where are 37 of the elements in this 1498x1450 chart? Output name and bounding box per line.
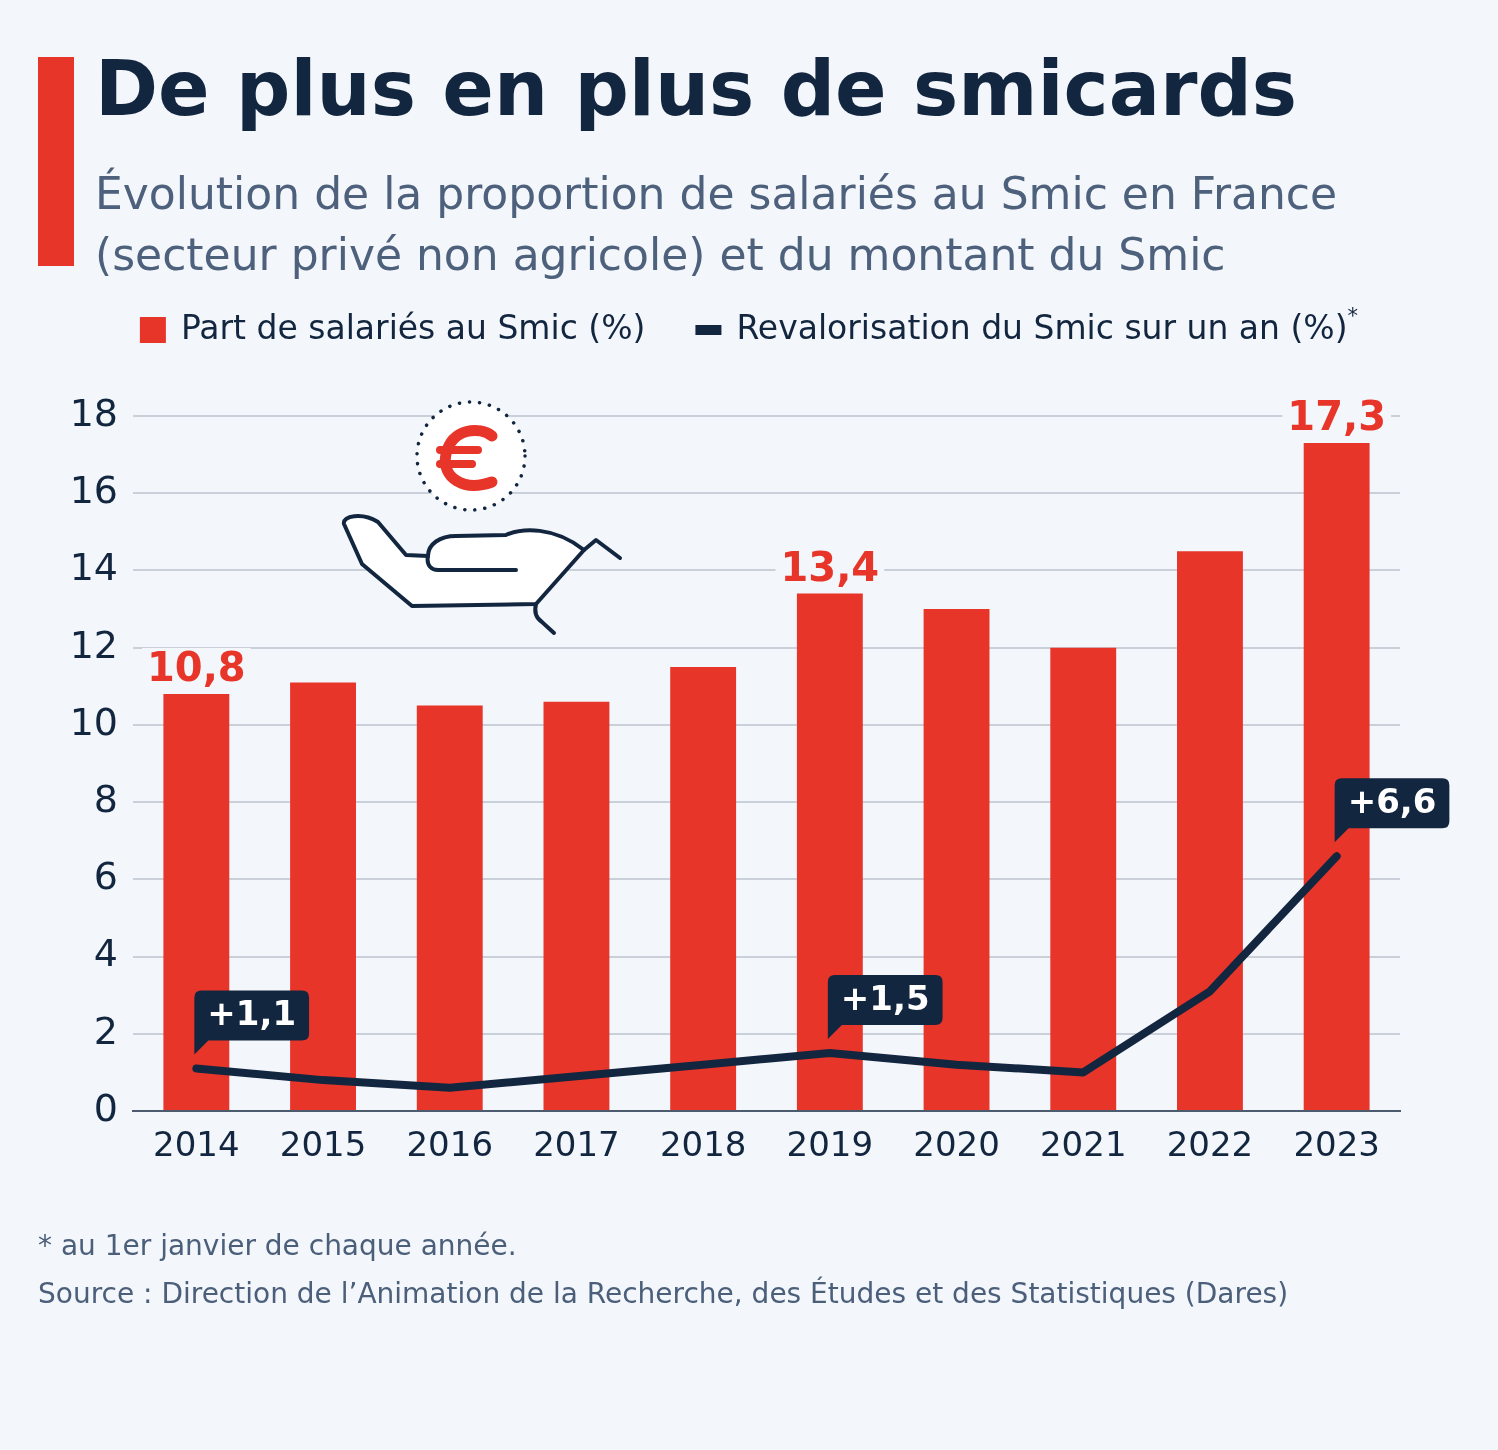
y-tick-label: 12	[69, 622, 118, 667]
y-tick-label: 4	[93, 931, 118, 976]
text: * au 1er janvier de chaque année.	[38, 1228, 518, 1264]
legend-label: Revalorisation du Smic sur un an (%)*	[736, 304, 1359, 347]
x-tick-label: 2014	[153, 1124, 240, 1165]
legend-label: Part de salariés au Smic (%)	[180, 307, 646, 347]
y-tick-label: 16	[69, 468, 118, 513]
x-tick-label: 2019	[786, 1124, 874, 1165]
data-label: +1,1	[207, 993, 297, 1034]
y-tick-label: 8	[93, 776, 118, 821]
y-tick-label: 2	[93, 1008, 118, 1053]
x-tick-label: 2015	[279, 1124, 367, 1165]
x-tick-label: 2023	[1293, 1124, 1380, 1165]
bar	[543, 701, 610, 1110]
bar	[416, 705, 483, 1110]
y-tick-label: 6	[93, 854, 118, 899]
bar	[1050, 647, 1117, 1110]
x-tick-label: 2016	[406, 1124, 494, 1165]
data-label: +1,5	[840, 977, 930, 1018]
data-label: 17,3	[1287, 393, 1386, 440]
data-label: 13,4	[780, 543, 880, 590]
x-tick-label: 2018	[659, 1124, 747, 1165]
bar	[1177, 551, 1243, 1110]
y-tick-label: 10	[69, 699, 118, 744]
y-tick-label: 14	[69, 545, 118, 590]
chart-subtitle: Évolution de la proportion de salariés au Smic en France (secteur privé non agricole) et du montant du Smic	[95, 166, 1339, 282]
x-tick-label: 2020	[913, 1124, 1000, 1165]
data-label: 10,8	[147, 644, 246, 690]
x-tick-label: 2021	[1039, 1124, 1127, 1165]
data-label: +6,6	[1347, 780, 1437, 821]
y-tick-label: 18	[69, 390, 118, 435]
source-note: Source : Direction de l’Animation de la Recherche, des Études et des Statistiques (Dares)	[38, 1275, 1289, 1312]
x-tick-label: 2017	[533, 1124, 620, 1165]
x-tick-label: 2022	[1166, 1124, 1254, 1165]
chart-title: De plus en plus de smicards	[95, 44, 1298, 133]
y-tick-label: 0	[93, 1085, 118, 1130]
bar	[670, 666, 737, 1110]
